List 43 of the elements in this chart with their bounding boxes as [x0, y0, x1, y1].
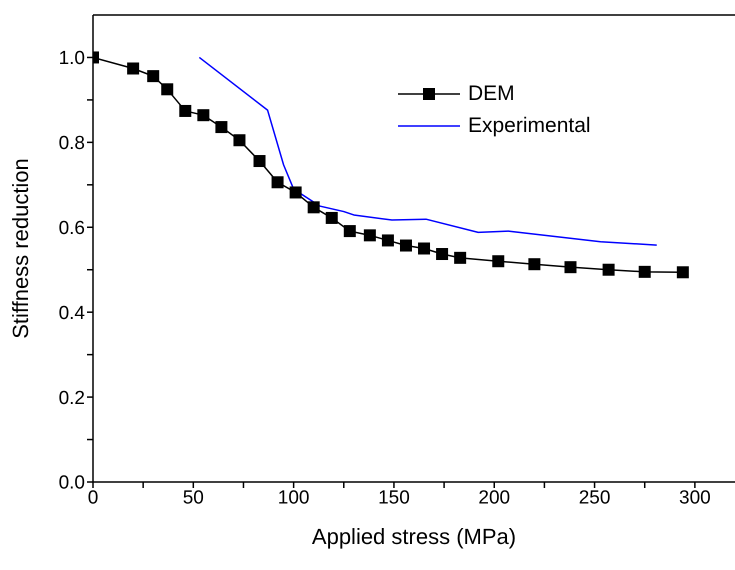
x-tick-label: 100	[278, 487, 310, 508]
point	[147, 70, 160, 82]
x-tick-label: 50	[182, 487, 204, 508]
point	[127, 62, 140, 74]
point	[233, 134, 246, 146]
x-tick-label: 150	[378, 487, 410, 508]
y-tick-label: 0.0	[58, 472, 85, 494]
point	[254, 155, 266, 168]
y-tick-label: 0.8	[58, 133, 85, 154]
point	[215, 121, 228, 134]
point	[364, 229, 376, 242]
x-tick-label: 300	[679, 487, 711, 508]
point	[197, 109, 210, 122]
x-tick-label: 0	[88, 487, 98, 508]
point	[528, 258, 540, 270]
y-tick-label: 0.6	[58, 218, 85, 240]
point	[308, 201, 320, 214]
point	[454, 252, 466, 264]
point	[564, 261, 576, 274]
point	[344, 225, 356, 238]
point	[676, 266, 689, 278]
legend-label: DEM	[468, 82, 515, 106]
point	[418, 242, 430, 254]
point	[436, 248, 448, 260]
point	[602, 264, 615, 276]
point	[382, 234, 394, 246]
point	[638, 266, 651, 278]
point	[272, 176, 284, 188]
y-tick-label: 0.4	[58, 302, 86, 324]
y-tick-label: 0.2	[58, 388, 85, 409]
point	[400, 240, 412, 252]
point	[492, 255, 504, 268]
legend-label: Experimental	[468, 114, 591, 138]
point	[290, 186, 302, 198]
y-axis-title: Stiffness reduction	[8, 158, 33, 339]
y-tick-label: 1.0	[58, 48, 85, 70]
point	[161, 83, 174, 96]
point	[179, 104, 192, 117]
x-tick-label: 200	[478, 487, 510, 508]
x-axis-title: Applied stress (MPa)	[312, 524, 516, 549]
x-tick-label: 250	[578, 487, 610, 508]
line-series	[198, 56, 658, 246]
point	[326, 212, 338, 224]
